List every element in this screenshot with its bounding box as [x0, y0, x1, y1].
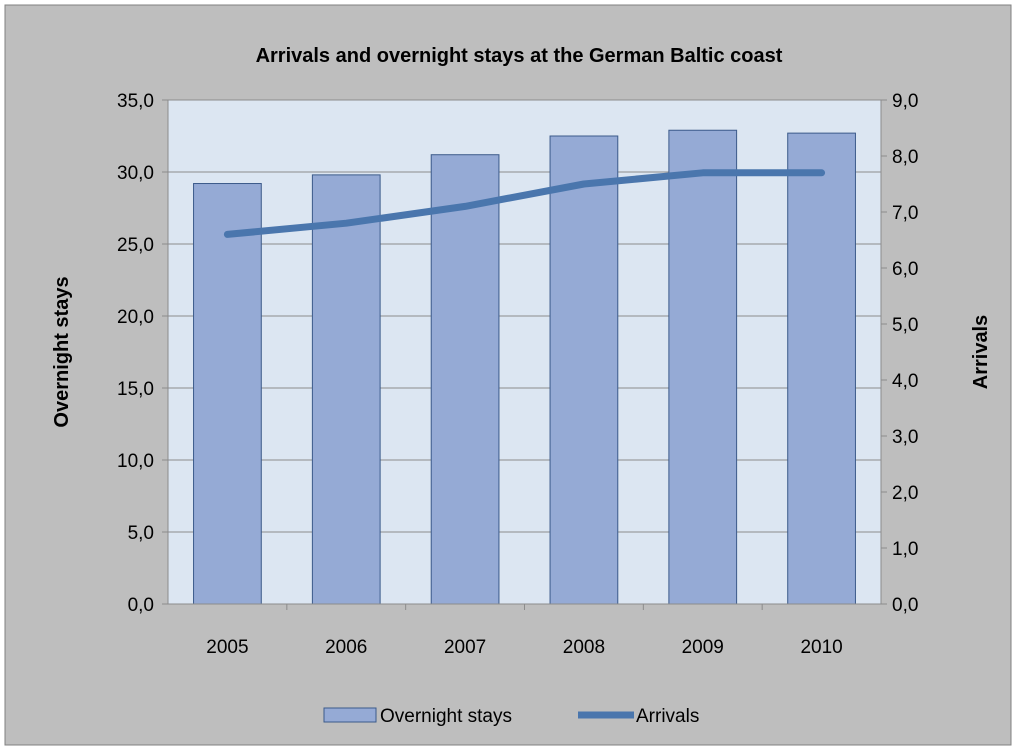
x-axis-tick-label: 2005 [206, 637, 248, 658]
left-axis-tick-label: 0,0 [128, 595, 154, 616]
x-axis-tick-label: 2009 [682, 637, 724, 658]
right-axis-tick-label: 9,0 [892, 91, 918, 112]
bar-2005 [193, 183, 262, 605]
right-axis-tick-label: 8,0 [892, 147, 918, 168]
right-axis-tick-label: 1,0 [892, 539, 918, 560]
plot-area [167, 99, 882, 605]
right-axis-tick-label: 4,0 [892, 371, 918, 392]
left-axis-tick-label: 30,0 [117, 163, 154, 184]
arrivals-point-2006 [345, 222, 348, 225]
left-axis-tick-label: 5,0 [128, 523, 154, 544]
left-axis-tick-label: 10,0 [117, 451, 154, 472]
bar-2008 [549, 135, 619, 605]
arrivals-point-2007 [464, 205, 467, 208]
left-axis-tick-label: 35,0 [117, 91, 154, 112]
bar-2006 [311, 174, 381, 605]
x-axis-ticks: 2005 2006 2007 2008 2009 2010 [206, 637, 842, 658]
right-axis-ticks: 0,0 1,0 2,0 3,0 4,0 5,0 6,0 7,0 8,0 9,0 [892, 91, 918, 616]
right-axis-title: Arrivals [970, 315, 992, 390]
legend-swatch-overnight-stays [323, 707, 377, 723]
left-axis-title: Overnight stays [51, 276, 73, 427]
legend: Overnight stays Arrivals [323, 706, 699, 727]
right-axis-tick-label: 2,0 [892, 483, 918, 504]
left-axis-tick-label: 15,0 [117, 379, 154, 400]
arrivals-point-2010 [820, 171, 823, 174]
arrivals-point-2005 [226, 233, 229, 236]
line-series-arrivals [223, 169, 826, 238]
x-axis-tick-label: 2006 [325, 637, 367, 658]
bar-2007 [430, 154, 500, 605]
right-axis-tick-label: 7,0 [892, 203, 918, 224]
left-axis-tick-label: 20,0 [117, 307, 154, 328]
bar-2010 [787, 132, 856, 605]
bar-2009 [668, 129, 738, 605]
x-axis-tick-label: 2010 [800, 637, 842, 658]
axes [162, 99, 887, 610]
bar-series-overnight-stays [193, 129, 856, 605]
arrivals-point-2009 [701, 171, 704, 174]
left-axis-ticks: 0,0 5,0 10,0 15,0 20,0 25,0 30,0 35,0 [117, 91, 154, 616]
legend-label-overnight-stays: Overnight stays [380, 706, 512, 727]
chart-title: Arrivals and overnight stays at the Germ… [256, 45, 783, 67]
arrivals-line [223, 169, 826, 238]
left-axis-tick-label: 25,0 [117, 235, 154, 256]
gridlines [168, 171, 881, 533]
right-axis-tick-label: 0,0 [892, 595, 918, 616]
legend-label-arrivals: Arrivals [636, 706, 699, 727]
right-axis-tick-label: 6,0 [892, 259, 918, 280]
x-axis-tick-label: 2007 [444, 637, 486, 658]
right-axis-tick-label: 5,0 [892, 315, 918, 336]
arrivals-point-2008 [582, 183, 585, 185]
right-axis-tick-label: 3,0 [892, 427, 918, 448]
x-axis-tick-label: 2008 [563, 637, 605, 658]
